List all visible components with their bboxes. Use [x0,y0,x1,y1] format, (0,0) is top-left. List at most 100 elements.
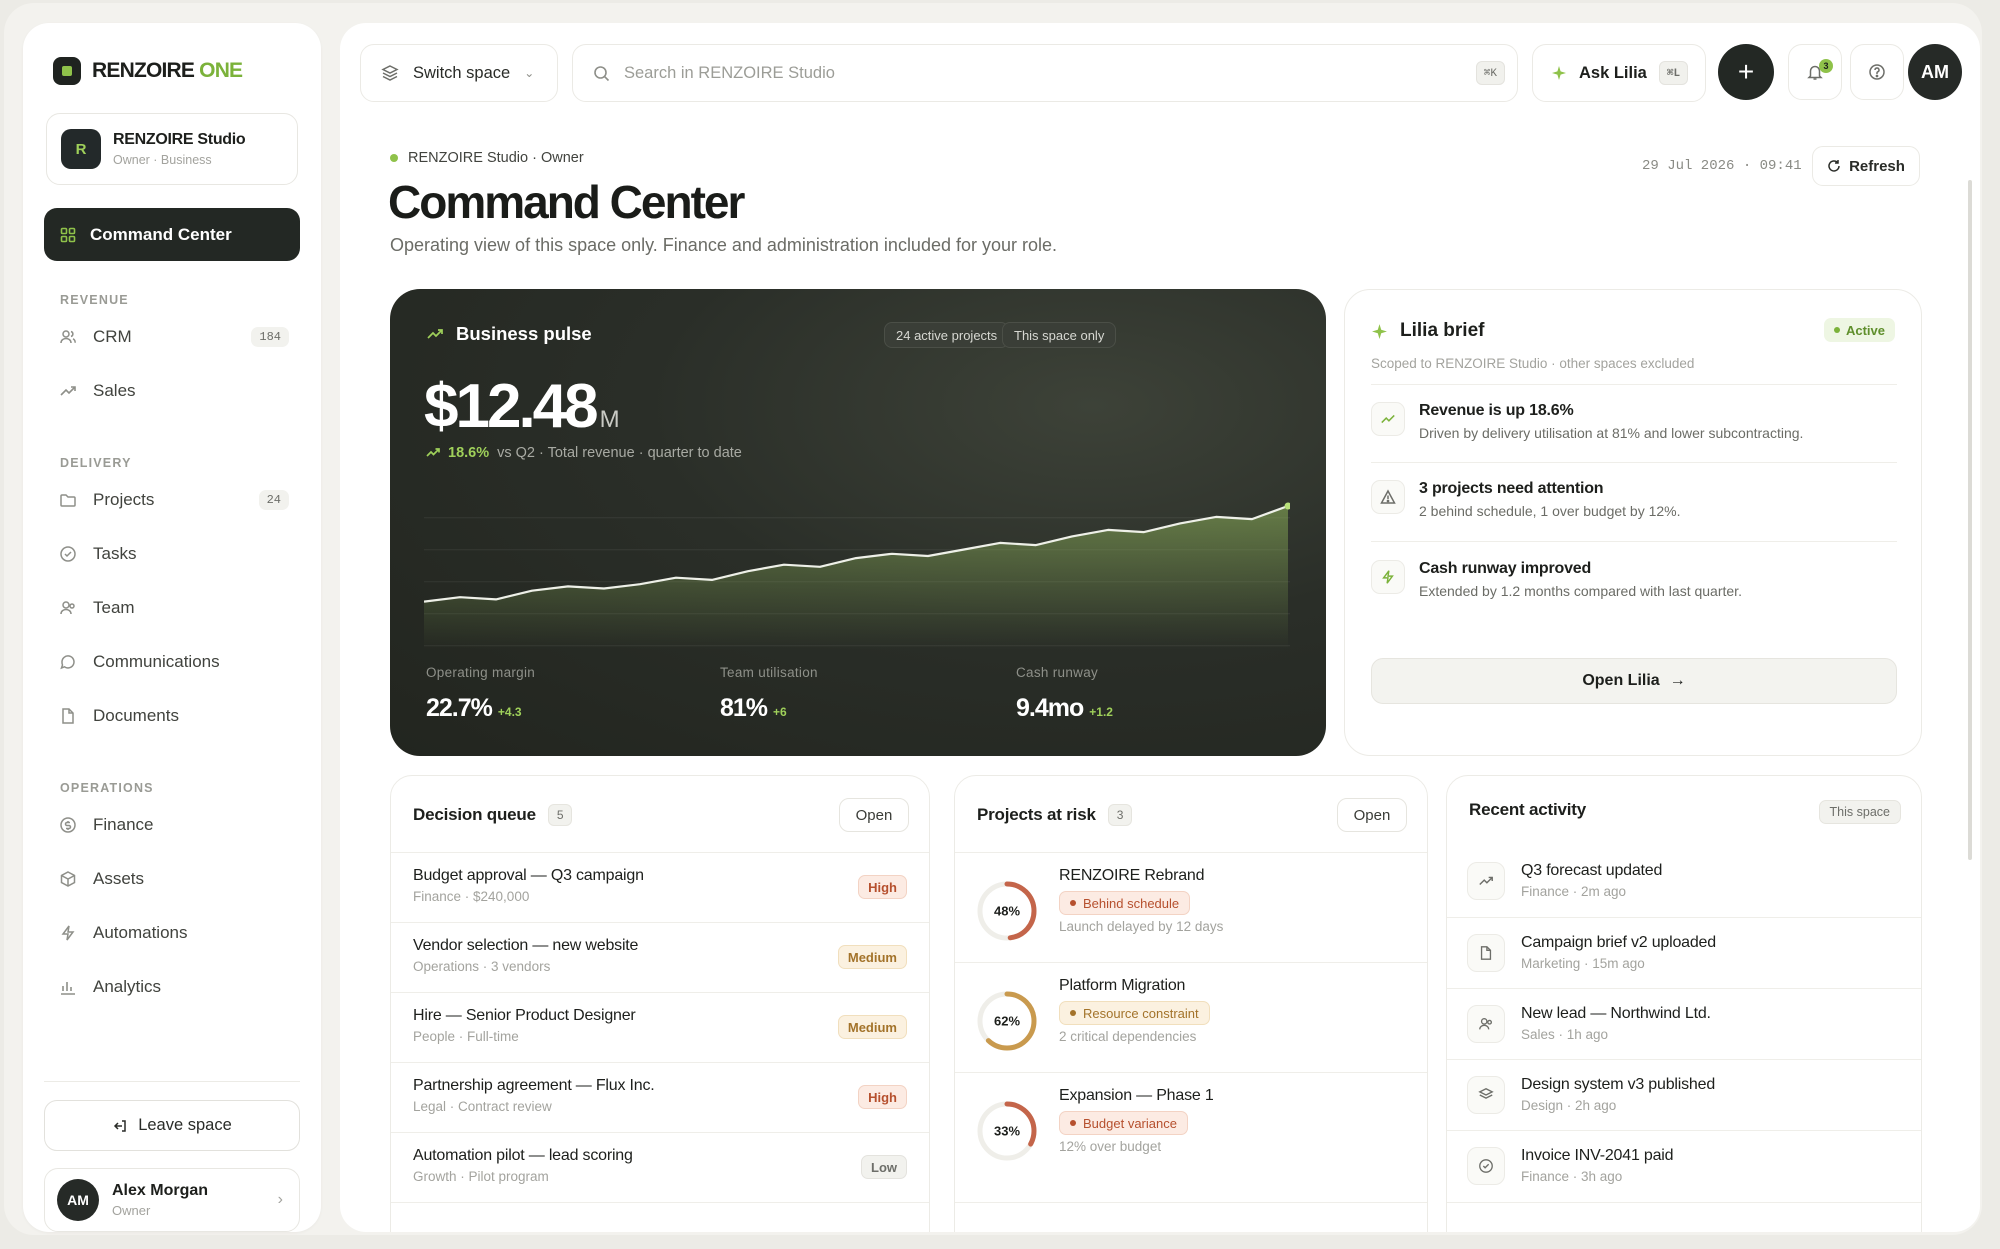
open-lilia-button[interactable]: Open Lilia → [1371,658,1897,704]
brief-item-title: Cash runway improved [1419,560,1592,577]
sidebar-item-count: 184 [251,327,289,347]
leave-space-button[interactable]: Leave space [44,1100,300,1151]
decision-queue-card: Decision queue 5 Open Budget approval — … [390,775,930,1232]
brief-item[interactable]: Cash runway improved Extended by 1.2 mont… [1371,560,1897,599]
add-button[interactable]: + [1718,44,1774,100]
trend-icon [1371,402,1405,436]
card-header: Decision queue 5 [413,804,573,826]
brief-item[interactable]: Revenue is up 18.6% Driven by delivery ut… [1371,402,1897,441]
row-title: Automation pilot — lead scoring [413,1147,633,1164]
brand-mark-icon [53,57,81,85]
row-sub: Finance · 3h ago [1521,1169,1623,1184]
open-decisions-button[interactable]: Open [839,798,909,832]
chart-area-fill [424,506,1288,649]
page-subtitle: Operating view of this space only. Finan… [390,235,1058,255]
pulse-header: Business pulse [426,323,592,345]
trend-icon [427,329,443,339]
list-item[interactable]: 62% Platform Migration Resource constrai… [955,962,1427,1072]
revenue-delta-text: vs Q2 · Total revenue · quarter to date [497,445,742,461]
sidebar-item-command-center[interactable]: Command Center [44,208,300,261]
trend-icon [1467,862,1505,900]
brief-header: Lilia brief [1371,320,1484,342]
notifications-button[interactable]: 3 [1788,44,1842,100]
row-sub: 2 critical dependencies [1059,1029,1197,1044]
arrow-right-icon: → [1669,672,1686,689]
list-item[interactable]: Q3 forecast updated Finance · 2m ago [1447,846,1921,917]
chat-icon [59,653,77,671]
brief-title: Lilia brief [1400,320,1485,341]
user-card[interactable]: AM Alex Morgan Owner › [44,1168,300,1232]
sidebar-item-documents[interactable]: Documents [59,698,289,734]
revenue-area-chart [424,502,1290,649]
list-item[interactable]: 33% Expansion — Phase 1 Budget variance … [955,1072,1427,1182]
help-button[interactable] [1850,44,1904,100]
row-title: New lead — Northwind Ltd. [1521,1005,1711,1022]
sidebar-item-team[interactable]: Team [59,590,289,626]
ask-shortcut: ⌘L [1658,61,1689,85]
row-title: Partnership agreement — Flux Inc. [413,1077,655,1094]
nav-section-operations: OPERATIONS [60,781,154,795]
progress-ring-label: 48% [994,904,1020,919]
sidebar-item-projects[interactable]: Projects 24 [59,482,289,518]
refresh-button[interactable]: Refresh [1812,146,1920,186]
brand-accent: ONE [199,59,243,82]
chart-series-line [424,504,1289,603]
switch-space-label: Switch space [413,63,511,82]
row-title: Budget approval — Q3 campaign [413,867,644,884]
list-item[interactable]: Automation pilot — lead scoring Growth · … [391,1132,929,1202]
revenue-number: $12.48 [424,372,599,441]
sidebar-item-tasks[interactable]: Tasks [59,536,289,572]
list-item[interactable]: 48% RENZOIRE Rebrand Behind schedule Lau… [955,852,1427,962]
team-icon [59,599,77,617]
revenue-unit: M [599,406,620,433]
metric-value: 81% [720,694,768,722]
sidebar-item-finance[interactable]: Finance [59,807,289,843]
switch-space-button[interactable]: Switch space ⌄ [360,44,558,102]
sidebar-item-automations[interactable]: Automations [59,915,289,951]
bolt-icon [59,924,77,942]
list-item[interactable]: Partnership agreement — Flux Inc. Legal ·… [391,1062,929,1132]
sidebar-divider [44,1081,300,1082]
active-projects-tag: 24 active projects [884,322,1010,348]
row-title: Campaign brief v2 uploaded [1521,934,1716,951]
open-risks-button[interactable]: Open [1337,798,1407,832]
brand-logo[interactable]: RENZOIRE ONE [53,57,243,85]
sidebar-item-assets[interactable]: Assets [59,861,289,897]
progress-ring-label: 33% [994,1124,1020,1139]
sidebar-item-communications[interactable]: Communications [59,644,289,680]
sidebar-item-crm[interactable]: CRM 184 [59,319,289,355]
progress-ring-fill [977,1101,1037,1161]
sidebar-item-label: Communications [93,652,220,671]
list-item[interactable]: Hire — Senior Product Designer People · F… [391,992,929,1062]
list-item[interactable]: Invoice INV-2041 paid Finance · 3h ago [1447,1130,1921,1201]
list-item[interactable]: New lead — Northwind Ltd. Sales · 1h ago [1447,988,1921,1059]
row-sub: 12% over budget [1059,1139,1162,1154]
status-dot [390,154,398,162]
refresh-icon [1828,160,1840,172]
page-scrollbar[interactable] [1968,180,1972,860]
avatar[interactable]: AM [1908,44,1962,100]
space-avatar: R [61,129,101,169]
list-item[interactable]: Design system v3 published Design · 2h ag… [1447,1059,1921,1130]
space-card[interactable]: R RENZOIRE Studio Owner · Business [46,113,298,185]
document-icon [59,707,77,725]
sidebar-item-sales[interactable]: Sales [59,373,289,409]
row-sub: Finance · $240,000 [413,889,530,904]
trend-up-icon [426,448,440,457]
brief-item[interactable]: 3 projects need attention 2 behind schedu… [1371,480,1897,519]
list-item[interactable]: Campaign brief v2 uploaded Marketing · 15… [1447,917,1921,988]
ask-lilia-button[interactable]: Ask Lilia ⌘L [1532,44,1706,102]
breadcrumb-text: RENZOIRE Studio · Owner [408,150,584,166]
list-item[interactable]: Vendor selection — new website Operations… [391,922,929,992]
search-input[interactable]: Search in RENZOIRE Studio ⌘K [572,44,1518,102]
box-icon [59,870,77,888]
sidebar-item-analytics[interactable]: Analytics [59,969,289,1005]
status-badge: Budget variance [1059,1111,1188,1135]
chevron-right-icon: › [277,1191,283,1208]
sidebar-item-label: Command Center [90,224,232,244]
list-item[interactable]: Budget approval — Q3 campaign Finance · $… [391,852,929,922]
exit-icon [114,1119,126,1132]
brief-scope: Scoped to RENZOIRE Studio · other spaces… [1371,356,1695,371]
status-badge: Behind schedule [1059,891,1191,915]
layers-icon [1467,1076,1505,1114]
